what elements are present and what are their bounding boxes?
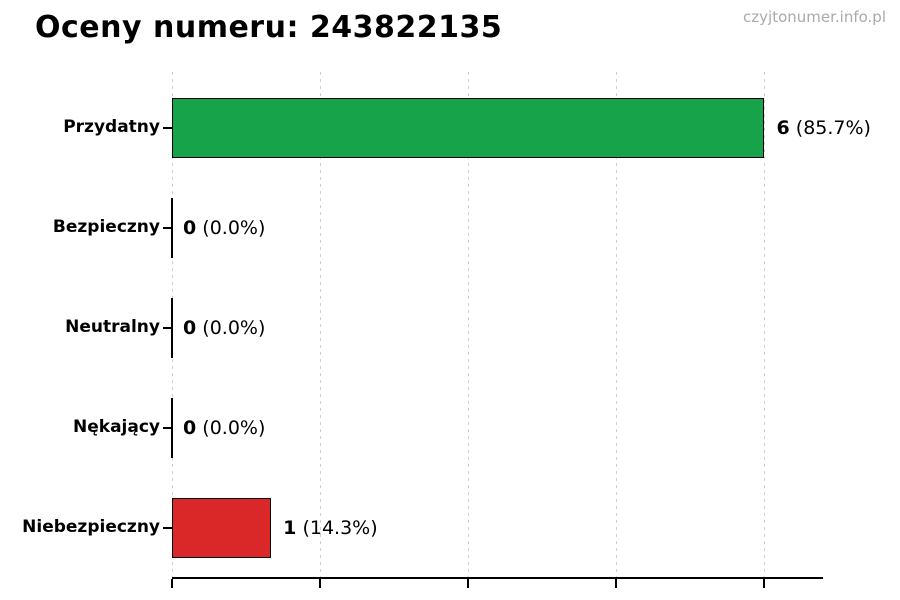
x-axis-tick [615, 579, 617, 588]
gridline [320, 72, 321, 577]
bar [172, 98, 764, 158]
category-label: Przydatny [63, 117, 160, 137]
y-axis-tick [163, 527, 172, 529]
value-label: 1 (14.3%) [283, 519, 377, 538]
x-axis-tick [319, 579, 321, 588]
value-percent: (0.0%) [202, 417, 266, 439]
zero-bar [171, 398, 173, 458]
value-label: 0 (0.0%) [183, 419, 265, 438]
chart-title: Oceny numeru: 243822135 [35, 10, 503, 45]
category-label: Nękający [73, 417, 160, 437]
value-percent: (0.0%) [202, 217, 266, 239]
value-percent: (85.7%) [795, 117, 871, 139]
category-label: Niebezpieczny [22, 517, 160, 537]
value-label: 0 (0.0%) [183, 319, 265, 338]
y-axis-tick [163, 127, 172, 129]
y-axis-tick [163, 227, 172, 229]
value-count: 6 [776, 117, 790, 139]
x-axis-line [172, 577, 823, 579]
zero-bar [171, 198, 173, 258]
gridline [468, 72, 469, 577]
value-count: 0 [183, 317, 197, 339]
y-axis-tick [163, 327, 172, 329]
x-axis-tick [763, 579, 765, 588]
value-count: 1 [283, 517, 297, 539]
value-count: 0 [183, 217, 197, 239]
value-percent: (0.0%) [202, 317, 266, 339]
value-percent: (14.3%) [302, 517, 378, 539]
watermark-text: czyjtonumer.info.pl [743, 8, 886, 26]
gridline [616, 72, 617, 577]
y-axis-tick [163, 427, 172, 429]
category-label: Bezpieczny [52, 217, 160, 237]
x-axis-tick [467, 579, 469, 588]
zero-bar [171, 298, 173, 358]
bar [172, 498, 271, 558]
value-label: 0 (0.0%) [183, 219, 265, 238]
gridline [764, 72, 765, 577]
value-count: 0 [183, 417, 197, 439]
x-axis-tick [171, 579, 173, 588]
value-label: 6 (85.7%) [777, 119, 871, 138]
category-label: Neutralny [65, 317, 160, 337]
plot-area: 6 (85.7%) 0 (0.0%) 0 (0.0%) 0 (0.0%) 1 (14.3… [171, 72, 871, 588]
